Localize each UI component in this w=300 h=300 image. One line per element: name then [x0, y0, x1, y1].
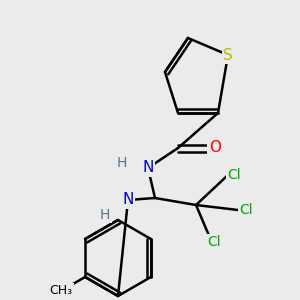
Text: Cl: Cl [227, 168, 241, 182]
Text: O: O [209, 140, 221, 155]
Text: Cl: Cl [239, 203, 253, 217]
Text: Cl: Cl [207, 235, 221, 249]
Text: N: N [142, 160, 154, 175]
Text: CH₃: CH₃ [49, 284, 72, 298]
Text: S: S [223, 47, 233, 62]
Text: H: H [100, 208, 110, 222]
Text: N: N [122, 193, 134, 208]
Text: H: H [117, 156, 127, 170]
